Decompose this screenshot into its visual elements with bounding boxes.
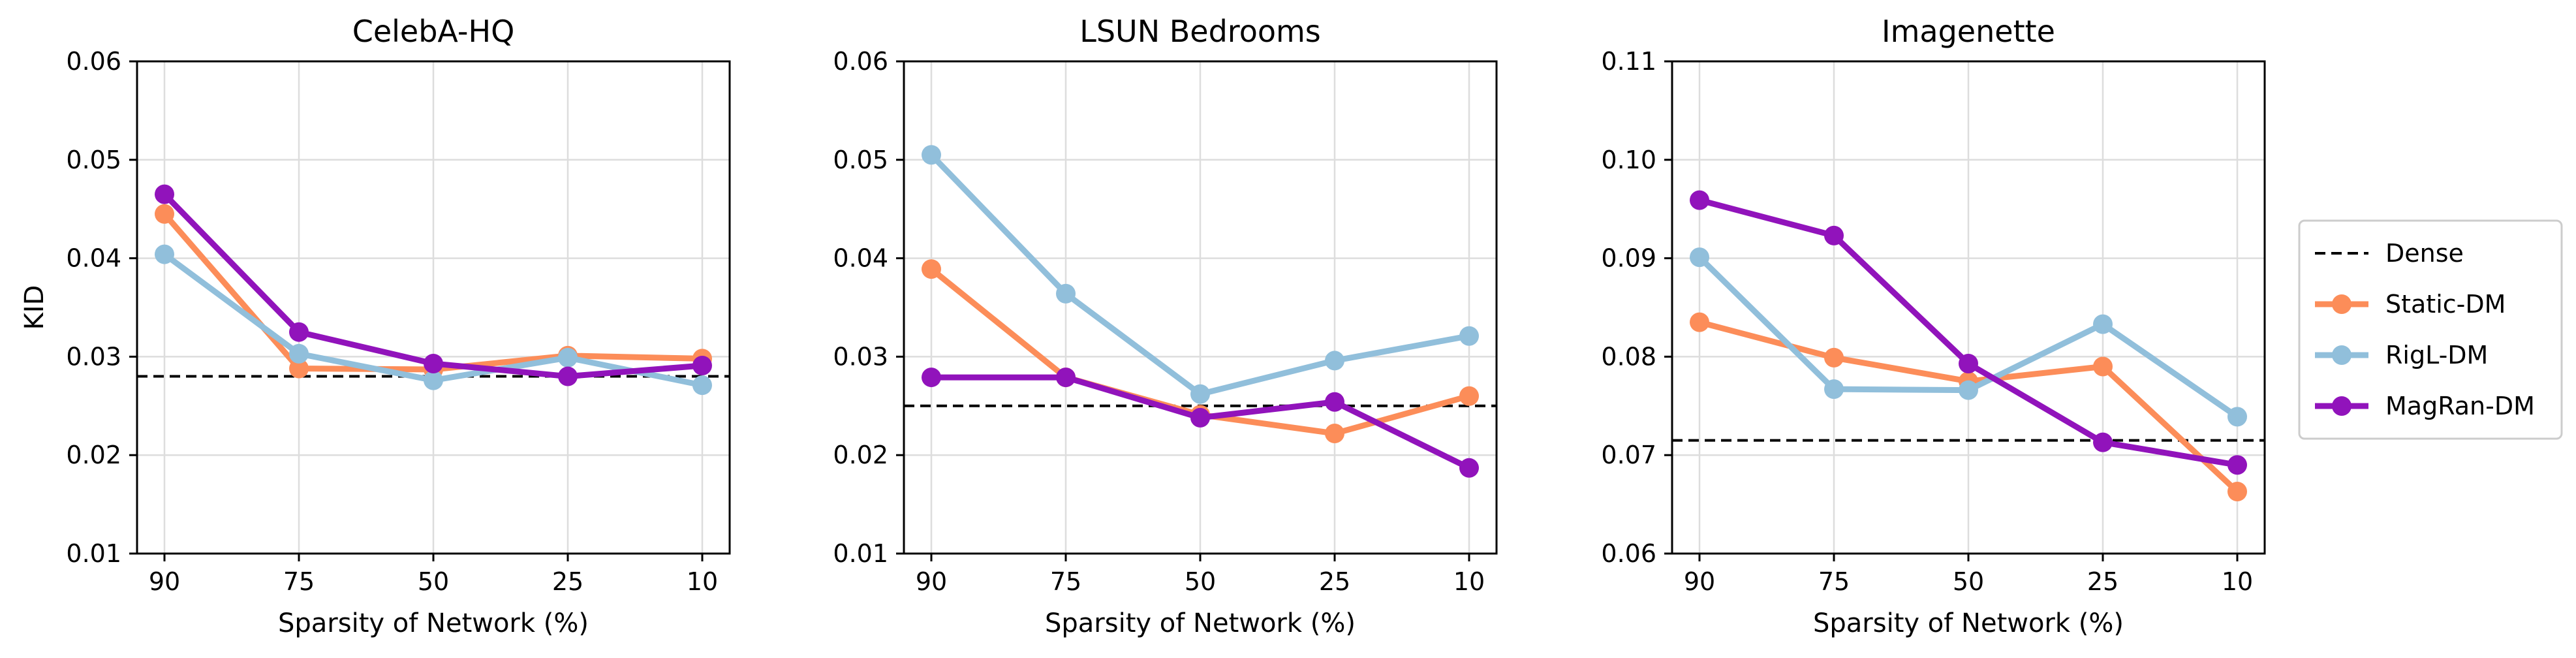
- data-point-static-dm: [1690, 312, 1709, 332]
- data-point-rigl-dm: [2227, 407, 2247, 427]
- x-tick-label: 10: [1453, 567, 1485, 596]
- x-tick-label: 75: [1050, 567, 1081, 596]
- y-tick-label: 0.04: [833, 244, 888, 273]
- data-point-rigl-dm: [1190, 384, 1210, 404]
- data-point-static-dm: [1824, 347, 1844, 368]
- legend-label: Static-DM: [2385, 290, 2506, 319]
- data-point-rigl-dm: [424, 370, 443, 390]
- data-point-rigl-dm: [558, 347, 578, 368]
- y-tick-label: 0.11: [1601, 47, 1656, 76]
- chart-title: LSUN Bedrooms: [1079, 14, 1321, 49]
- y-tick-label: 0.08: [1601, 342, 1656, 371]
- x-tick-label: 75: [283, 567, 315, 596]
- data-point-static-dm: [2093, 356, 2113, 377]
- data-point-magran-dm: [1190, 407, 1210, 428]
- data-point-rigl-dm: [2093, 314, 2113, 334]
- legend-item-magran-dm: MagRan-DM: [2315, 392, 2535, 420]
- y-tick-label: 0.01: [833, 539, 888, 568]
- y-tick-label: 0.03: [833, 342, 888, 371]
- x-axis-title: Sparsity of Network (%): [278, 608, 589, 638]
- data-point-rigl-dm: [922, 145, 941, 165]
- legend-label: Dense: [2385, 239, 2464, 268]
- data-point-rigl-dm: [1056, 283, 1076, 304]
- legend-swatch-marker: [2332, 345, 2351, 365]
- legend-label: RigL-DM: [2385, 341, 2488, 369]
- x-tick-label: 50: [1185, 567, 1216, 596]
- data-point-static-dm: [155, 204, 174, 224]
- x-tick-label: 90: [1684, 567, 1715, 596]
- data-point-magran-dm: [1459, 458, 1479, 478]
- legend-item-static-dm: Static-DM: [2315, 290, 2506, 319]
- y-tick-label: 0.10: [1601, 146, 1656, 174]
- data-point-magran-dm: [692, 355, 712, 375]
- data-point-rigl-dm: [1959, 380, 1978, 400]
- data-point-magran-dm: [2093, 432, 2113, 452]
- data-point-magran-dm: [2227, 455, 2247, 475]
- y-axis-title: KID: [20, 285, 50, 330]
- data-point-magran-dm: [922, 368, 941, 388]
- data-point-magran-dm: [558, 366, 578, 386]
- data-point-static-dm: [2227, 481, 2247, 501]
- x-tick-label: 10: [687, 567, 718, 596]
- x-axis-title: Sparsity of Network (%): [1813, 608, 2124, 638]
- data-point-static-dm: [922, 259, 941, 279]
- data-point-static-dm: [289, 358, 309, 379]
- data-point-magran-dm: [1325, 392, 1344, 412]
- data-point-magran-dm: [1824, 225, 1844, 245]
- x-tick-label: 50: [1953, 567, 1984, 596]
- y-tick-label: 0.02: [833, 441, 888, 469]
- chart-panel-imagenette: 0.06 0.07 0.08 0.09 0.10 0.11 90 75 50 25 10 Imagen…: [1601, 14, 2266, 638]
- legend-item-rigl-dm: RigL-DM: [2315, 341, 2488, 369]
- y-tick-label: 0.07: [1601, 441, 1656, 469]
- data-point-rigl-dm: [155, 244, 174, 264]
- x-tick-label: 75: [1818, 567, 1850, 596]
- legend-swatch-marker: [2332, 294, 2351, 314]
- y-tick-label: 0.02: [66, 441, 121, 469]
- data-point-magran-dm: [1959, 353, 1978, 373]
- y-tick-label: 0.06: [833, 47, 888, 76]
- data-point-rigl-dm: [1690, 247, 1709, 268]
- data-point-static-dm: [1325, 424, 1344, 444]
- x-tick-label: 25: [552, 567, 583, 596]
- y-tick-label: 0.09: [1601, 244, 1656, 273]
- data-point-rigl-dm: [1325, 351, 1344, 371]
- legend-box: [2298, 219, 2563, 440]
- y-tick-label: 0.01: [66, 539, 121, 568]
- data-point-magran-dm: [155, 184, 174, 204]
- x-tick-label: 90: [149, 567, 180, 596]
- legend-item-dense: Dense: [2315, 239, 2464, 268]
- data-point-rigl-dm: [289, 343, 309, 364]
- legend-swatch-marker: [2332, 396, 2351, 416]
- y-tick-label: 0.06: [66, 47, 121, 76]
- data-point-magran-dm: [1690, 190, 1709, 210]
- x-tick-label: 10: [2222, 567, 2253, 596]
- data-point-magran-dm: [1056, 368, 1076, 388]
- x-axis-title: Sparsity of Network (%): [1045, 608, 1356, 638]
- chart-title: Imagenette: [1882, 14, 2055, 49]
- data-point-rigl-dm: [1459, 326, 1479, 346]
- y-tick-label: 0.03: [66, 342, 121, 371]
- chart-panel-celeba-hq: 0.01 0.02 0.03 0.04 0.05 0.06 90 75 50 25 10 CelebA…: [20, 14, 731, 638]
- data-point-magran-dm: [289, 322, 309, 342]
- y-tick-label: 0.05: [833, 146, 888, 174]
- x-tick-label: 50: [418, 567, 449, 596]
- data-point-rigl-dm: [692, 375, 712, 396]
- x-tick-label: 25: [1319, 567, 1350, 596]
- y-tick-label: 0.06: [1601, 539, 1656, 568]
- x-tick-label: 90: [916, 567, 947, 596]
- chart-panel-lsun-bedrooms: 0.01 0.02 0.03 0.04 0.05 0.06 90 75 50 25 10 LSUN B…: [833, 14, 1498, 638]
- legend-label: MagRan-DM: [2385, 392, 2535, 420]
- chart-legend: Dense Static-DM RigL-DM MagRan-DM: [2298, 219, 2563, 440]
- data-point-static-dm: [1459, 386, 1479, 406]
- y-tick-label: 0.04: [66, 244, 121, 273]
- chart-title: CelebA-HQ: [352, 14, 515, 49]
- x-tick-label: 25: [2087, 567, 2118, 596]
- data-point-magran-dm: [424, 353, 443, 373]
- data-point-rigl-dm: [1824, 379, 1844, 400]
- y-tick-label: 0.05: [66, 146, 121, 174]
